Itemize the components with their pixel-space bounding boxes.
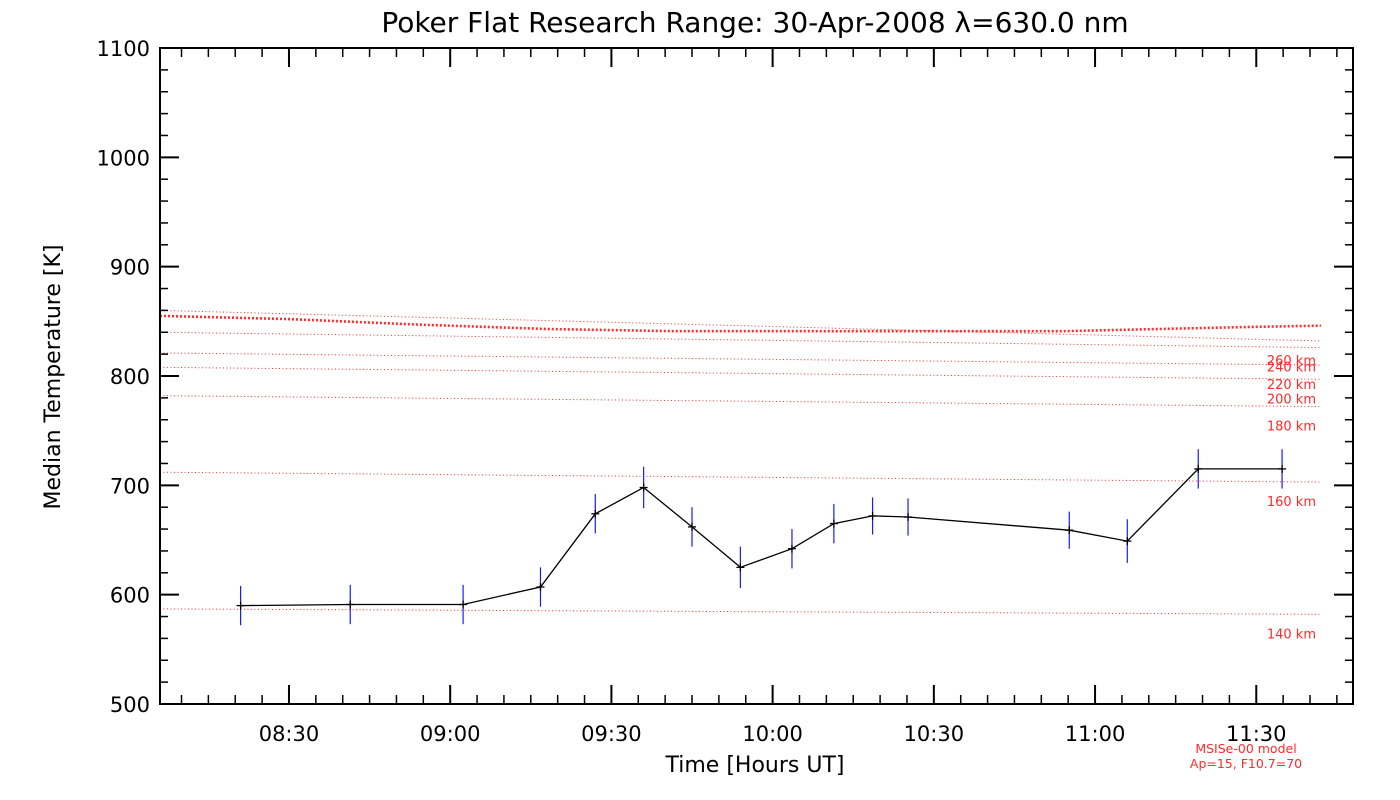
data-series	[236, 449, 1287, 626]
x-axis-label: Time [Hours UT]	[665, 753, 845, 778]
y-tick-label: 600	[110, 584, 150, 608]
model-curve-260km	[159, 309, 1321, 342]
x-tick-label: 09:30	[581, 722, 642, 746]
altitude-label: 140 km	[1267, 627, 1316, 642]
x-tick-label: 10:30	[904, 722, 965, 746]
y-tick-label: 700	[110, 474, 150, 498]
model-curve-peak	[159, 314, 1321, 333]
y-tick-label: 800	[110, 365, 150, 389]
model-note-line-2: Ap=15, F10.7=70	[1190, 756, 1302, 771]
data-point	[1123, 537, 1132, 546]
data-point	[688, 522, 697, 531]
axis-ticks: 500 600 700 800 900 1000 1100 08:30 09:00 09:30 10…	[97, 37, 1353, 746]
data-point	[829, 519, 838, 528]
model-curve-200km	[159, 366, 1321, 380]
x-tick-label: 11:00	[1065, 722, 1126, 746]
altitude-label: 220 km	[1267, 378, 1316, 393]
altitude-label: 260 km	[1267, 354, 1316, 369]
data-point	[736, 563, 745, 572]
model-curve-220km	[159, 352, 1321, 366]
model-curve-180km	[159, 395, 1321, 408]
model-note-line-1: MSISe-00 model	[1195, 741, 1296, 756]
x-tick-label: 10:00	[742, 722, 803, 746]
chart-title: Poker Flat Research Range: 30-Apr-2008 λ…	[381, 6, 1128, 39]
data-point	[1278, 464, 1287, 473]
y-axis-label: Median Temperature [K]	[41, 245, 66, 510]
data-point	[536, 583, 545, 592]
data-point	[1065, 526, 1074, 535]
data-point	[639, 483, 648, 492]
altitude-label: 240 km	[1267, 361, 1316, 376]
altitude-label: 180 km	[1267, 420, 1316, 435]
y-tick-label: 1000	[97, 146, 150, 170]
altitude-label: 160 km	[1267, 495, 1316, 510]
y-tick-label: 900	[110, 256, 150, 280]
data-point	[236, 601, 245, 610]
data-point	[459, 600, 468, 609]
data-point	[1194, 464, 1203, 473]
x-tick-label: 08:30	[259, 722, 320, 746]
model-curve-240km	[159, 331, 1321, 349]
altitude-label: 200 km	[1267, 392, 1316, 407]
y-tick-label: 1100	[97, 37, 150, 61]
model-curve-140km	[159, 608, 1321, 615]
temperature-line	[240, 468, 1283, 607]
plot-frame	[159, 47, 1354, 705]
model-curves	[159, 309, 1321, 615]
model-curve-160km	[159, 471, 1321, 483]
x-tick-label: 11:30	[1226, 722, 1287, 746]
y-tick-label: 500	[110, 693, 150, 717]
data-point	[591, 509, 600, 518]
data-point	[787, 544, 796, 553]
data-point	[346, 600, 355, 609]
data-point	[904, 513, 913, 522]
x-tick-label: 09:00	[420, 722, 481, 746]
data-point	[868, 511, 877, 520]
